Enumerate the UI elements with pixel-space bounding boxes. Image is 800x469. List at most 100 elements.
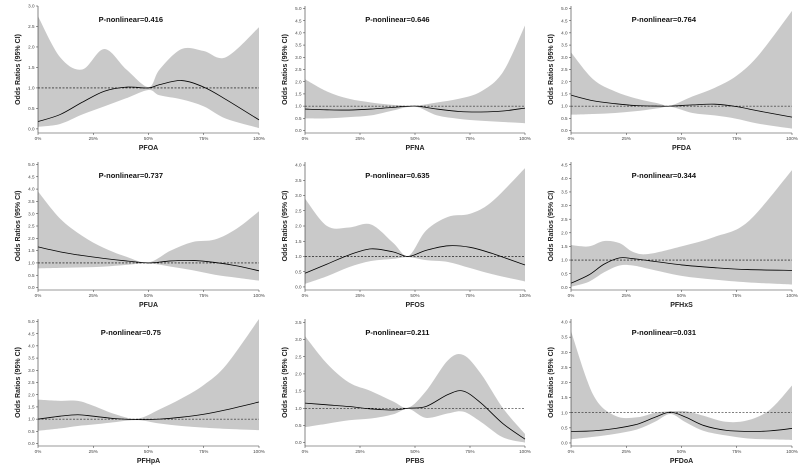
y-tick-label: 4.5 xyxy=(28,174,35,179)
panel-pfos: 0.0 0.5 1.0 1.5 2.0 2.5 3.0 3.5 4.0 0% 25% 50% 75% 10… xyxy=(267,156,533,313)
x-tick-label: 0% xyxy=(568,449,575,454)
x-tick-label: 25% xyxy=(89,136,98,141)
chart-svg: 0.0 0.5 1.0 1.5 2.0 2.5 3.0 3.5 0% 25% 50% 75% 100% P… xyxy=(282,319,531,465)
p-nonlinear-annotation: P-nonlinear=0.75 xyxy=(101,328,161,337)
x-tick-label: 50% xyxy=(144,136,153,141)
y-tick-label: 3.0 xyxy=(561,203,568,208)
y-tick-label: 0.5 xyxy=(561,425,568,430)
y-tick-label: 1.5 xyxy=(295,239,302,244)
confidence-band xyxy=(571,10,792,129)
y-tick-label: 2.0 xyxy=(28,392,35,397)
x-tick-label: 50% xyxy=(677,449,686,454)
y-tick-label: 2.5 xyxy=(28,24,35,29)
chart-svg: 0.0 0.5 1.0 1.5 2.0 2.5 3.0 3.5 4.0 4.5 5.0 0% 25% 50… xyxy=(548,6,798,152)
x-tick-label: 75% xyxy=(199,136,208,141)
y-tick-label: 0.5 xyxy=(295,423,302,428)
y-tick-label: 3.0 xyxy=(28,4,35,9)
confidence-band xyxy=(571,331,792,440)
confidence-band xyxy=(38,319,259,431)
y-tick-label: 4.0 xyxy=(561,320,568,325)
y-axis-label: Odds Ratios (95% CI) xyxy=(282,347,289,418)
x-tick-label: 25% xyxy=(355,136,364,141)
y-tick-label: 2.5 xyxy=(28,380,35,385)
x-tick-label: 25% xyxy=(622,293,631,298)
x-tick-label: 25% xyxy=(355,449,364,454)
y-tick-label: 0.5 xyxy=(28,273,35,278)
y-tick-label: 0.5 xyxy=(28,429,35,434)
y-tick-label: 1.5 xyxy=(28,65,35,70)
x-axis-label: PFHpA xyxy=(137,458,160,465)
y-tick-label: 0.0 xyxy=(295,128,302,133)
x-tick-label: 75% xyxy=(199,293,208,298)
y-tick-label: 2.5 xyxy=(28,224,35,229)
chart-svg: 0.0 0.5 1.0 1.5 2.0 2.5 3.0 0% 25% 50% 75% 100% PFOA… xyxy=(15,4,265,152)
y-tick-label: 3.0 xyxy=(295,193,302,198)
y-tick-label: 0.0 xyxy=(561,128,568,133)
y-tick-label: 0.0 xyxy=(561,285,568,290)
estimate-curve xyxy=(570,94,793,118)
y-tick-label: 4.0 xyxy=(28,187,35,192)
x-tick-label: 0% xyxy=(568,293,575,298)
y-tick-label: 3.5 xyxy=(561,335,568,340)
y-tick-label: 0.5 xyxy=(295,269,302,274)
y-axis-label: Odds Ratios (95% CI) xyxy=(282,34,289,105)
y-tick-label: 2.0 xyxy=(561,380,568,385)
estimate-curve xyxy=(304,245,526,274)
x-tick-label: 50% xyxy=(677,136,686,141)
panel-pfdoa: 0.0 0.5 1.0 1.5 2.0 2.5 3.0 3.5 4.0 0% 25% 50% 75% 10… xyxy=(533,313,800,469)
y-tick-label: 1.5 xyxy=(295,92,302,97)
y-tick-label: 2.5 xyxy=(561,67,568,72)
y-tick-label: 1.0 xyxy=(28,86,35,91)
x-tick-label: 75% xyxy=(465,449,474,454)
x-tick-label: 0% xyxy=(568,136,575,141)
y-axis-label: Odds Ratios (95% CI) xyxy=(282,191,289,262)
y-tick-label: 1.0 xyxy=(295,254,302,259)
x-axis-label: PFOS xyxy=(405,302,424,309)
y-tick-label: 1.0 xyxy=(561,104,568,109)
y-tick-label: 4.5 xyxy=(561,162,568,167)
y-tick-label: 3.0 xyxy=(295,55,302,60)
panel-pfoa: 0.0 0.5 1.0 1.5 2.0 2.5 3.0 0% 25% 50% 75% 100% PFOA… xyxy=(0,0,267,156)
y-tick-label: 4.5 xyxy=(28,331,35,336)
y-axis-label: Odds Ratios (95% CI) xyxy=(15,191,22,262)
x-tick-label: 100% xyxy=(253,293,265,298)
x-tick-label: 0% xyxy=(35,293,42,298)
estimate-curve xyxy=(37,401,260,421)
y-axis-label: Odds Ratios (95% CI) xyxy=(548,34,555,105)
chart-svg: 0.0 0.5 1.0 1.5 2.0 2.5 3.0 3.5 4.0 0% 25% 50% 75% 10… xyxy=(282,162,531,309)
confidence-band xyxy=(305,336,525,443)
x-tick-label: 0% xyxy=(302,293,309,298)
x-tick-label: 50% xyxy=(410,449,419,454)
y-tick-label: 0.0 xyxy=(561,441,568,446)
panel-pfda: 0.0 0.5 1.0 1.5 2.0 2.5 3.0 3.5 4.0 4.5 5.0 0% 25% 50… xyxy=(533,0,800,156)
y-axis-label: Odds Ratios (95% CI) xyxy=(548,191,555,262)
y-tick-label: 1.0 xyxy=(28,261,35,266)
x-axis-label: PFHxS xyxy=(670,302,693,309)
y-tick-label: 1.0 xyxy=(295,406,302,411)
estimate-curve xyxy=(304,105,526,113)
x-tick-label: 0% xyxy=(35,449,42,454)
confidence-band xyxy=(305,168,525,284)
panel-pfua: 0.0 0.5 1.0 1.5 2.0 2.5 3.0 3.5 4.0 4.5 5.0 0% 25% 50… xyxy=(0,156,267,313)
y-tick-label: 3.5 xyxy=(295,43,302,48)
y-tick-label: 2.0 xyxy=(561,230,568,235)
y-tick-label: 1.5 xyxy=(28,405,35,410)
y-tick-label: 5.0 xyxy=(295,6,302,11)
x-tick-label: 100% xyxy=(519,449,531,454)
y-tick-label: 0.5 xyxy=(561,271,568,276)
y-tick-label: 0.5 xyxy=(561,116,568,121)
x-tick-label: 75% xyxy=(199,449,208,454)
x-tick-label: 75% xyxy=(732,449,741,454)
y-tick-label: 2.0 xyxy=(28,45,35,50)
y-tick-label: 3.0 xyxy=(295,337,302,342)
y-tick-label: 2.5 xyxy=(561,217,568,222)
x-tick-label: 100% xyxy=(519,293,531,298)
y-axis-label: Odds Ratios (95% CI) xyxy=(15,34,22,105)
panel-pfhpa: 0.0 0.5 1.0 1.5 2.0 2.5 3.0 3.5 4.0 4.5 5.0 0% 25% 50… xyxy=(0,313,267,469)
estimate-curve xyxy=(304,390,526,440)
p-nonlinear-annotation: P-nonlinear=0.211 xyxy=(365,328,429,337)
estimate-curve xyxy=(570,257,793,284)
estimate-curve xyxy=(37,246,260,272)
y-tick-label: 1.0 xyxy=(28,417,35,422)
